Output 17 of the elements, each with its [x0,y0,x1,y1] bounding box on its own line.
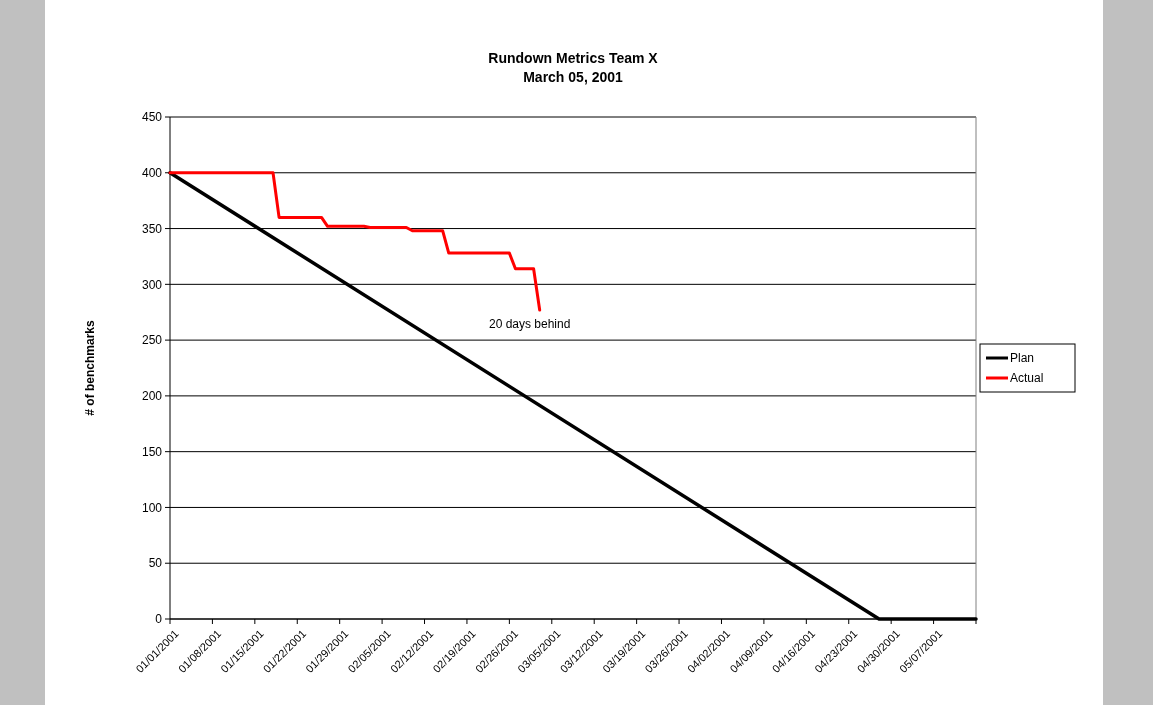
y-tick-label: 450 [141,110,163,125]
y-tick-label: 250 [141,333,163,348]
y-tick-label: 150 [141,444,163,459]
y-tick-label: 200 [141,389,163,404]
y-tick-label: 100 [141,500,163,515]
chart-subtitle: March 05, 2001 [523,69,624,85]
y-tick-label: 350 [141,221,163,236]
y-tick-label: 50 [148,556,163,571]
legend-label: Actual [1010,371,1044,386]
y-tick-label: 400 [141,165,163,180]
annotation: 20 days behind [488,316,571,331]
chart-title: Rundown Metrics Team X [488,50,659,66]
legend-label: Plan [1010,351,1035,366]
y-axis-title: # of benchmarks [83,319,97,416]
y-tick-label: 300 [141,277,163,292]
line-series [168,171,542,312]
y-tick-label: 0 [155,612,163,627]
